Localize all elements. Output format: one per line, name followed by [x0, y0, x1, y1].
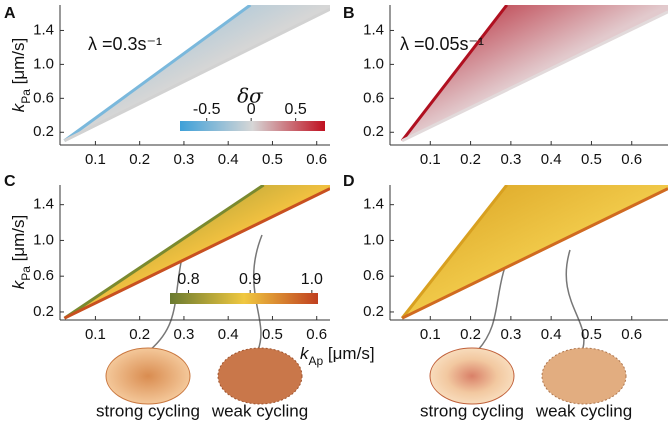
- x-tick-label: 0.1: [85, 326, 106, 343]
- y-tick-label: 0.6: [33, 89, 54, 106]
- x-tick-label: 0.5: [581, 326, 602, 343]
- state-label: strong cycling: [420, 401, 524, 420]
- label-unit: [μm/s]: [9, 38, 28, 89]
- x-tick-label: 0.6: [306, 326, 327, 343]
- y-tick-label: 1.0: [33, 55, 54, 72]
- colorbar-tick-label: 1.0: [301, 271, 323, 288]
- label-subscript: Pa: [19, 89, 33, 104]
- annotation: λ =0.05s⁻¹: [400, 34, 484, 54]
- region-lower-edge: [63, 187, 330, 320]
- label-symbol: k: [9, 102, 28, 112]
- cell-strong: [429, 347, 515, 405]
- x-tick-label: 0.1: [420, 326, 441, 343]
- y-tick-label: 0.6: [363, 267, 384, 284]
- colorbar-tick-label: 0.9: [239, 271, 261, 288]
- colorbar: [170, 293, 318, 304]
- x-tick-label: 0.4: [218, 326, 239, 343]
- y-tick-label: 0.6: [33, 267, 54, 284]
- region: [402, 5, 668, 141]
- region-lower-edge: [401, 10, 668, 143]
- x-tick-label: 0.4: [541, 151, 562, 168]
- region-lower-edge: [63, 7, 330, 143]
- x-tick-label: 0.5: [262, 326, 283, 343]
- y-tick-label: 0.2: [363, 123, 384, 140]
- region-upper-edge: [63, 5, 252, 142]
- colorbar: [180, 121, 325, 131]
- x-tick-label: 0.5: [262, 151, 283, 168]
- cell-weak: [541, 347, 627, 405]
- y-tick-label: 0.2: [33, 303, 54, 320]
- connector: [565, 249, 585, 349]
- y-tick-label: 1.0: [33, 231, 54, 248]
- cell-weak: [217, 347, 303, 405]
- panel-letter: A: [4, 5, 16, 22]
- y-tick-label: 1.0: [363, 231, 384, 248]
- x-tick-label: 0.4: [218, 151, 239, 168]
- panel-letter: C: [4, 173, 16, 190]
- y-tick-label: 0.2: [363, 303, 384, 320]
- colorbar-tick-label: 0: [247, 101, 256, 118]
- y-tick-label: 0.2: [33, 123, 54, 140]
- state-label: weak cycling: [211, 401, 308, 420]
- region-lower-edge: [401, 187, 668, 320]
- annotation: λ =0.3s⁻¹: [88, 34, 162, 54]
- y-tick-label: 1.0: [363, 55, 384, 72]
- connector: [253, 234, 263, 351]
- panel-letter: D: [343, 173, 355, 190]
- label-symbol: k: [300, 344, 310, 363]
- state-label: strong cycling: [96, 401, 200, 420]
- x-tick-label: 0.4: [541, 326, 562, 343]
- plot-area: [400, 185, 668, 320]
- label-unit: [μm/s]: [323, 344, 374, 363]
- y-axis-label: kPa [μm/s]: [9, 215, 33, 290]
- plot-area: [63, 5, 330, 143]
- x-tick-label: 0.6: [306, 151, 327, 168]
- colorbar-tick-label: 0.5: [285, 101, 307, 118]
- x-tick-label: 0.5: [581, 151, 602, 168]
- region-upper-edge: [400, 5, 509, 142]
- y-tick-label: 1.4: [33, 21, 54, 38]
- label-symbol: k: [9, 279, 28, 289]
- x-tick-label: 0.2: [460, 326, 481, 343]
- colorbar-tick-label: -0.5: [193, 101, 221, 118]
- cell-strong: [105, 347, 191, 405]
- x-tick-label: 0.1: [420, 151, 441, 168]
- x-tick-label: 0.6: [621, 326, 642, 343]
- x-axis-label: kAp [μm/s]: [300, 344, 375, 368]
- label-subscript: Pa: [19, 266, 33, 281]
- plot-area: [63, 185, 330, 320]
- plot-area: [400, 5, 668, 143]
- y-tick-label: 1.4: [363, 196, 384, 213]
- colorbar-label: δσ: [237, 84, 264, 108]
- y-axis-label: kPa [μm/s]: [9, 38, 33, 113]
- y-tick-label: 0.6: [363, 89, 384, 106]
- region-upper-edge: [400, 185, 509, 320]
- x-tick-label: 0.2: [460, 151, 481, 168]
- colorbar-tick-label: 0.8: [177, 271, 199, 288]
- y-tick-label: 1.4: [363, 21, 384, 38]
- x-tick-label: 0.1: [85, 151, 106, 168]
- panel-letter: B: [343, 5, 355, 22]
- state-label: weak cycling: [535, 401, 632, 420]
- region-upper-edge: [63, 185, 265, 320]
- x-tick-label: 0.3: [174, 326, 195, 343]
- x-tick-label: 0.3: [500, 326, 521, 343]
- x-tick-label: 0.6: [621, 151, 642, 168]
- x-tick-label: 0.3: [500, 151, 521, 168]
- x-tick-label: 0.2: [129, 151, 150, 168]
- x-tick-label: 0.2: [129, 326, 150, 343]
- y-tick-label: 1.4: [33, 196, 54, 213]
- x-tick-label: 0.3: [174, 151, 195, 168]
- label-subscript: Ap: [309, 354, 324, 368]
- label-unit: [μm/s]: [9, 215, 28, 266]
